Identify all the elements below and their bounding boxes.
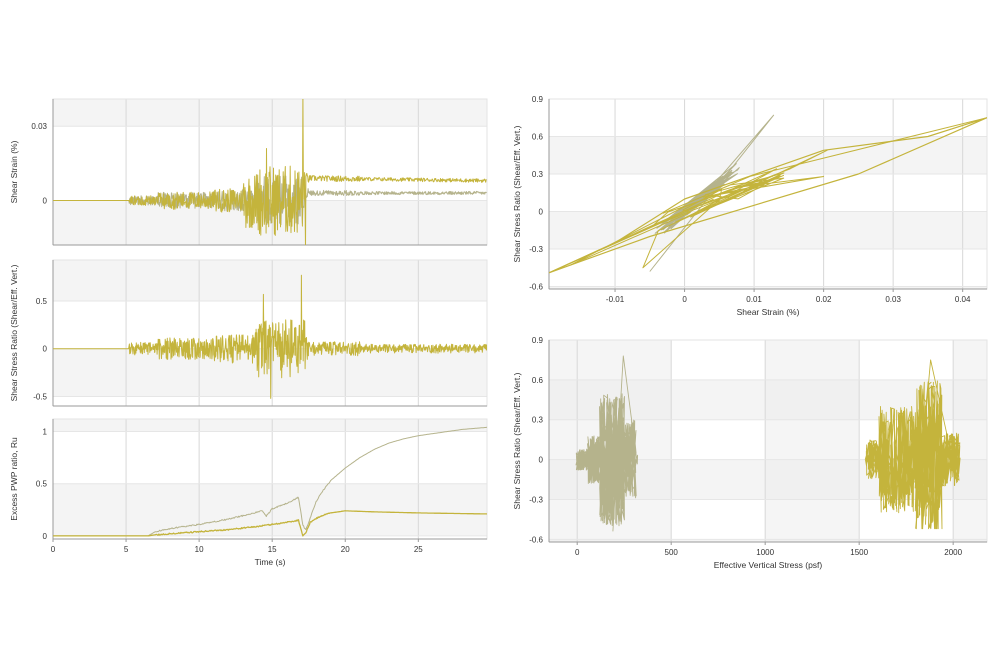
x-tick-label: 0.01 [746,295,762,304]
series-line-stress-ratio [53,274,487,399]
y-axis-title: Excess PWP ratio, Ru [9,437,19,521]
y-axis-title: Shear Stress Ratio (Shear/Eff. Vert.) [512,125,522,262]
x-axis-title: Time (s) [255,557,286,567]
y-tick-label: 0 [43,345,48,354]
x-axis-title: Effective Vertical Stress (psf) [714,560,823,570]
y-tick-label: -0.6 [529,283,543,292]
y-tick-label: 0 [539,456,544,465]
y-tick-label: 0.3 [532,416,544,425]
series-line-ru-1 [53,510,487,537]
shear-stress-ratio-vs-time-chart: 0.5 0 -0.5 Shear Stress Ratio (Shear/Eff. V… [9,259,488,407]
x-tick-label: 0 [51,545,56,554]
x-tick-label: 5 [124,545,129,554]
x-tick-label: 2000 [944,548,962,557]
x-axis-title: Shear Strain (%) [737,307,800,317]
x-tick-label: 0 [575,548,580,557]
background-band [53,419,487,432]
y-axis-title: Shear Stress Ratio (Shear/Eff. Vert.) [512,372,522,509]
background-band [53,483,487,536]
shear-strain-vs-time-chart: 0.03 0 Shear Strain (%) [9,98,488,246]
y-tick-label: 0.9 [532,336,544,345]
y-tick-label: 0.6 [532,133,544,142]
y-tick-label: 0 [43,196,48,205]
stress-strain-hysteresis-chart: 0.9 0.6 0.3 0 -0.3 -0.6 -0.01 0 0.01 0.02 0.03 0.04… [512,95,988,317]
y-tick-label: 0 [539,208,544,217]
background-band [53,348,487,397]
y-tick-label: -0.3 [529,495,543,504]
hysteresis-outer-loop-a [549,117,987,274]
x-tick-label: 1000 [756,548,774,557]
stress-path-chart: 0.9 0.6 0.3 0 -0.3 -0.6 0 500 1000 1500 2000 Shear … [512,336,988,570]
background-band [549,136,987,174]
y-tick-label: 0 [43,532,48,541]
stress-path-1 [864,359,961,530]
x-tick-label: 1500 [850,548,868,557]
x-tick-label: 0.03 [885,295,901,304]
y-tick-label: 0.5 [36,480,48,489]
x-tick-label: -0.01 [606,295,625,304]
x-tick-label: 0.04 [955,295,971,304]
background-band [53,99,487,127]
x-tick-label: 10 [195,545,204,554]
y-tick-label: -0.3 [529,245,543,254]
y-tick-label: 0.9 [532,95,544,104]
x-tick-label: 500 [665,548,679,557]
x-tick-label: 20 [341,545,350,554]
series-line-strain-a [53,99,487,245]
x-tick-label: 15 [268,545,277,554]
stress-path-0 [575,355,639,532]
x-tick-label: 25 [414,545,423,554]
y-tick-label: 0.03 [31,122,47,131]
excess-pwp-ratio-vs-time-chart: 1 0.5 00 5 10 15 20 25 Excess PWP ratio, Ru Time … [9,418,488,567]
background-band [549,286,987,289]
y-tick-label: 1 [43,428,48,437]
x-tick-label: 0.02 [816,295,832,304]
y-axis-title: Shear Stress Ratio (Shear/Eff. Vert.) [9,264,19,401]
y-tick-label: 0.3 [532,170,544,179]
y-axis-title: Shear Strain (%) [9,140,19,203]
y-tick-label: -0.6 [529,535,543,544]
x-tick-label: 0 [682,295,687,304]
background-band [765,340,860,542]
background-band [53,260,487,302]
y-tick-label: 0.5 [36,297,48,306]
y-tick-label: 0.6 [532,376,544,385]
y-tick-label: -0.5 [33,392,47,401]
